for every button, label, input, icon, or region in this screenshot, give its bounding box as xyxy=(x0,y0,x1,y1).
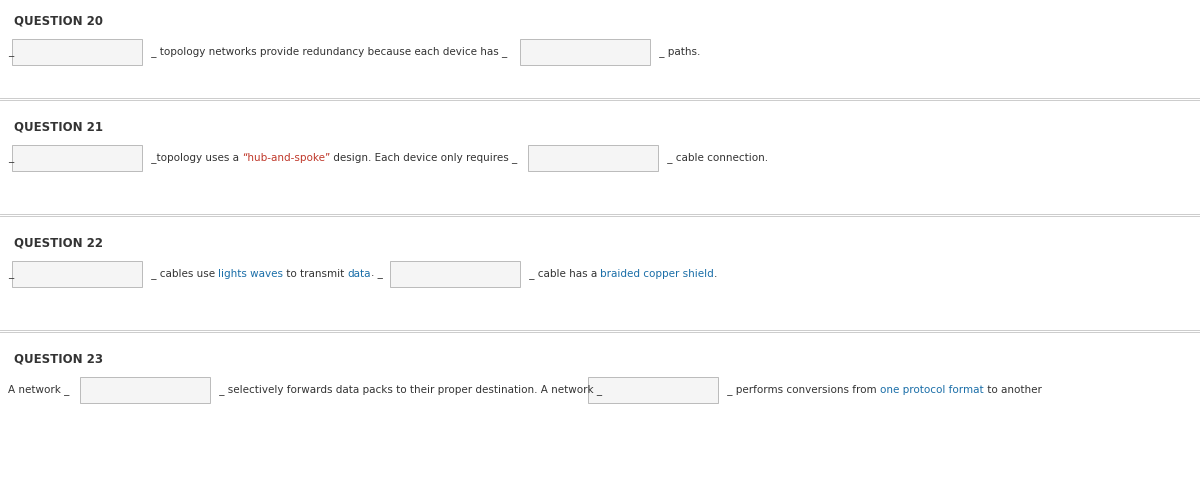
Text: “hub-and-spoke”: “hub-and-spoke” xyxy=(242,153,330,163)
Text: to another: to another xyxy=(984,385,1042,395)
Text: _ cable connection.: _ cable connection. xyxy=(664,153,768,164)
Text: QUESTION 20: QUESTION 20 xyxy=(14,14,103,27)
Text: lights waves: lights waves xyxy=(218,269,283,279)
FancyBboxPatch shape xyxy=(588,377,718,403)
Text: QUESTION 23: QUESTION 23 xyxy=(14,352,103,365)
FancyBboxPatch shape xyxy=(520,39,650,65)
Text: _topology uses a: _topology uses a xyxy=(148,153,242,164)
Text: data: data xyxy=(348,269,371,279)
Text: _ selectively forwards data packs to their proper destination. A network _: _ selectively forwards data packs to the… xyxy=(216,384,605,396)
Text: QUESTION 21: QUESTION 21 xyxy=(14,120,103,133)
Text: _ performs conversions from: _ performs conversions from xyxy=(724,384,880,396)
Text: _: _ xyxy=(8,47,13,57)
Text: QUESTION 22: QUESTION 22 xyxy=(14,236,103,249)
Text: one protocol format: one protocol format xyxy=(880,385,984,395)
Text: to transmit: to transmit xyxy=(283,269,348,279)
FancyBboxPatch shape xyxy=(12,145,142,171)
Text: _: _ xyxy=(8,269,13,279)
FancyBboxPatch shape xyxy=(528,145,658,171)
FancyBboxPatch shape xyxy=(80,377,210,403)
Text: braided copper shield: braided copper shield xyxy=(600,269,714,279)
Text: design. Each device only requires _: design. Each device only requires _ xyxy=(330,153,521,164)
FancyBboxPatch shape xyxy=(390,261,520,287)
FancyBboxPatch shape xyxy=(12,261,142,287)
Text: . _: . _ xyxy=(371,269,386,279)
Text: .: . xyxy=(714,269,718,279)
Text: _ cables use: _ cables use xyxy=(148,269,218,280)
Text: _ paths.: _ paths. xyxy=(656,46,701,57)
Text: _ topology networks provide redundancy because each device has _: _ topology networks provide redundancy b… xyxy=(148,46,510,57)
FancyBboxPatch shape xyxy=(12,39,142,65)
Text: _: _ xyxy=(8,153,13,163)
Text: _ cable has a: _ cable has a xyxy=(526,269,600,280)
Text: A network _: A network _ xyxy=(8,384,73,396)
